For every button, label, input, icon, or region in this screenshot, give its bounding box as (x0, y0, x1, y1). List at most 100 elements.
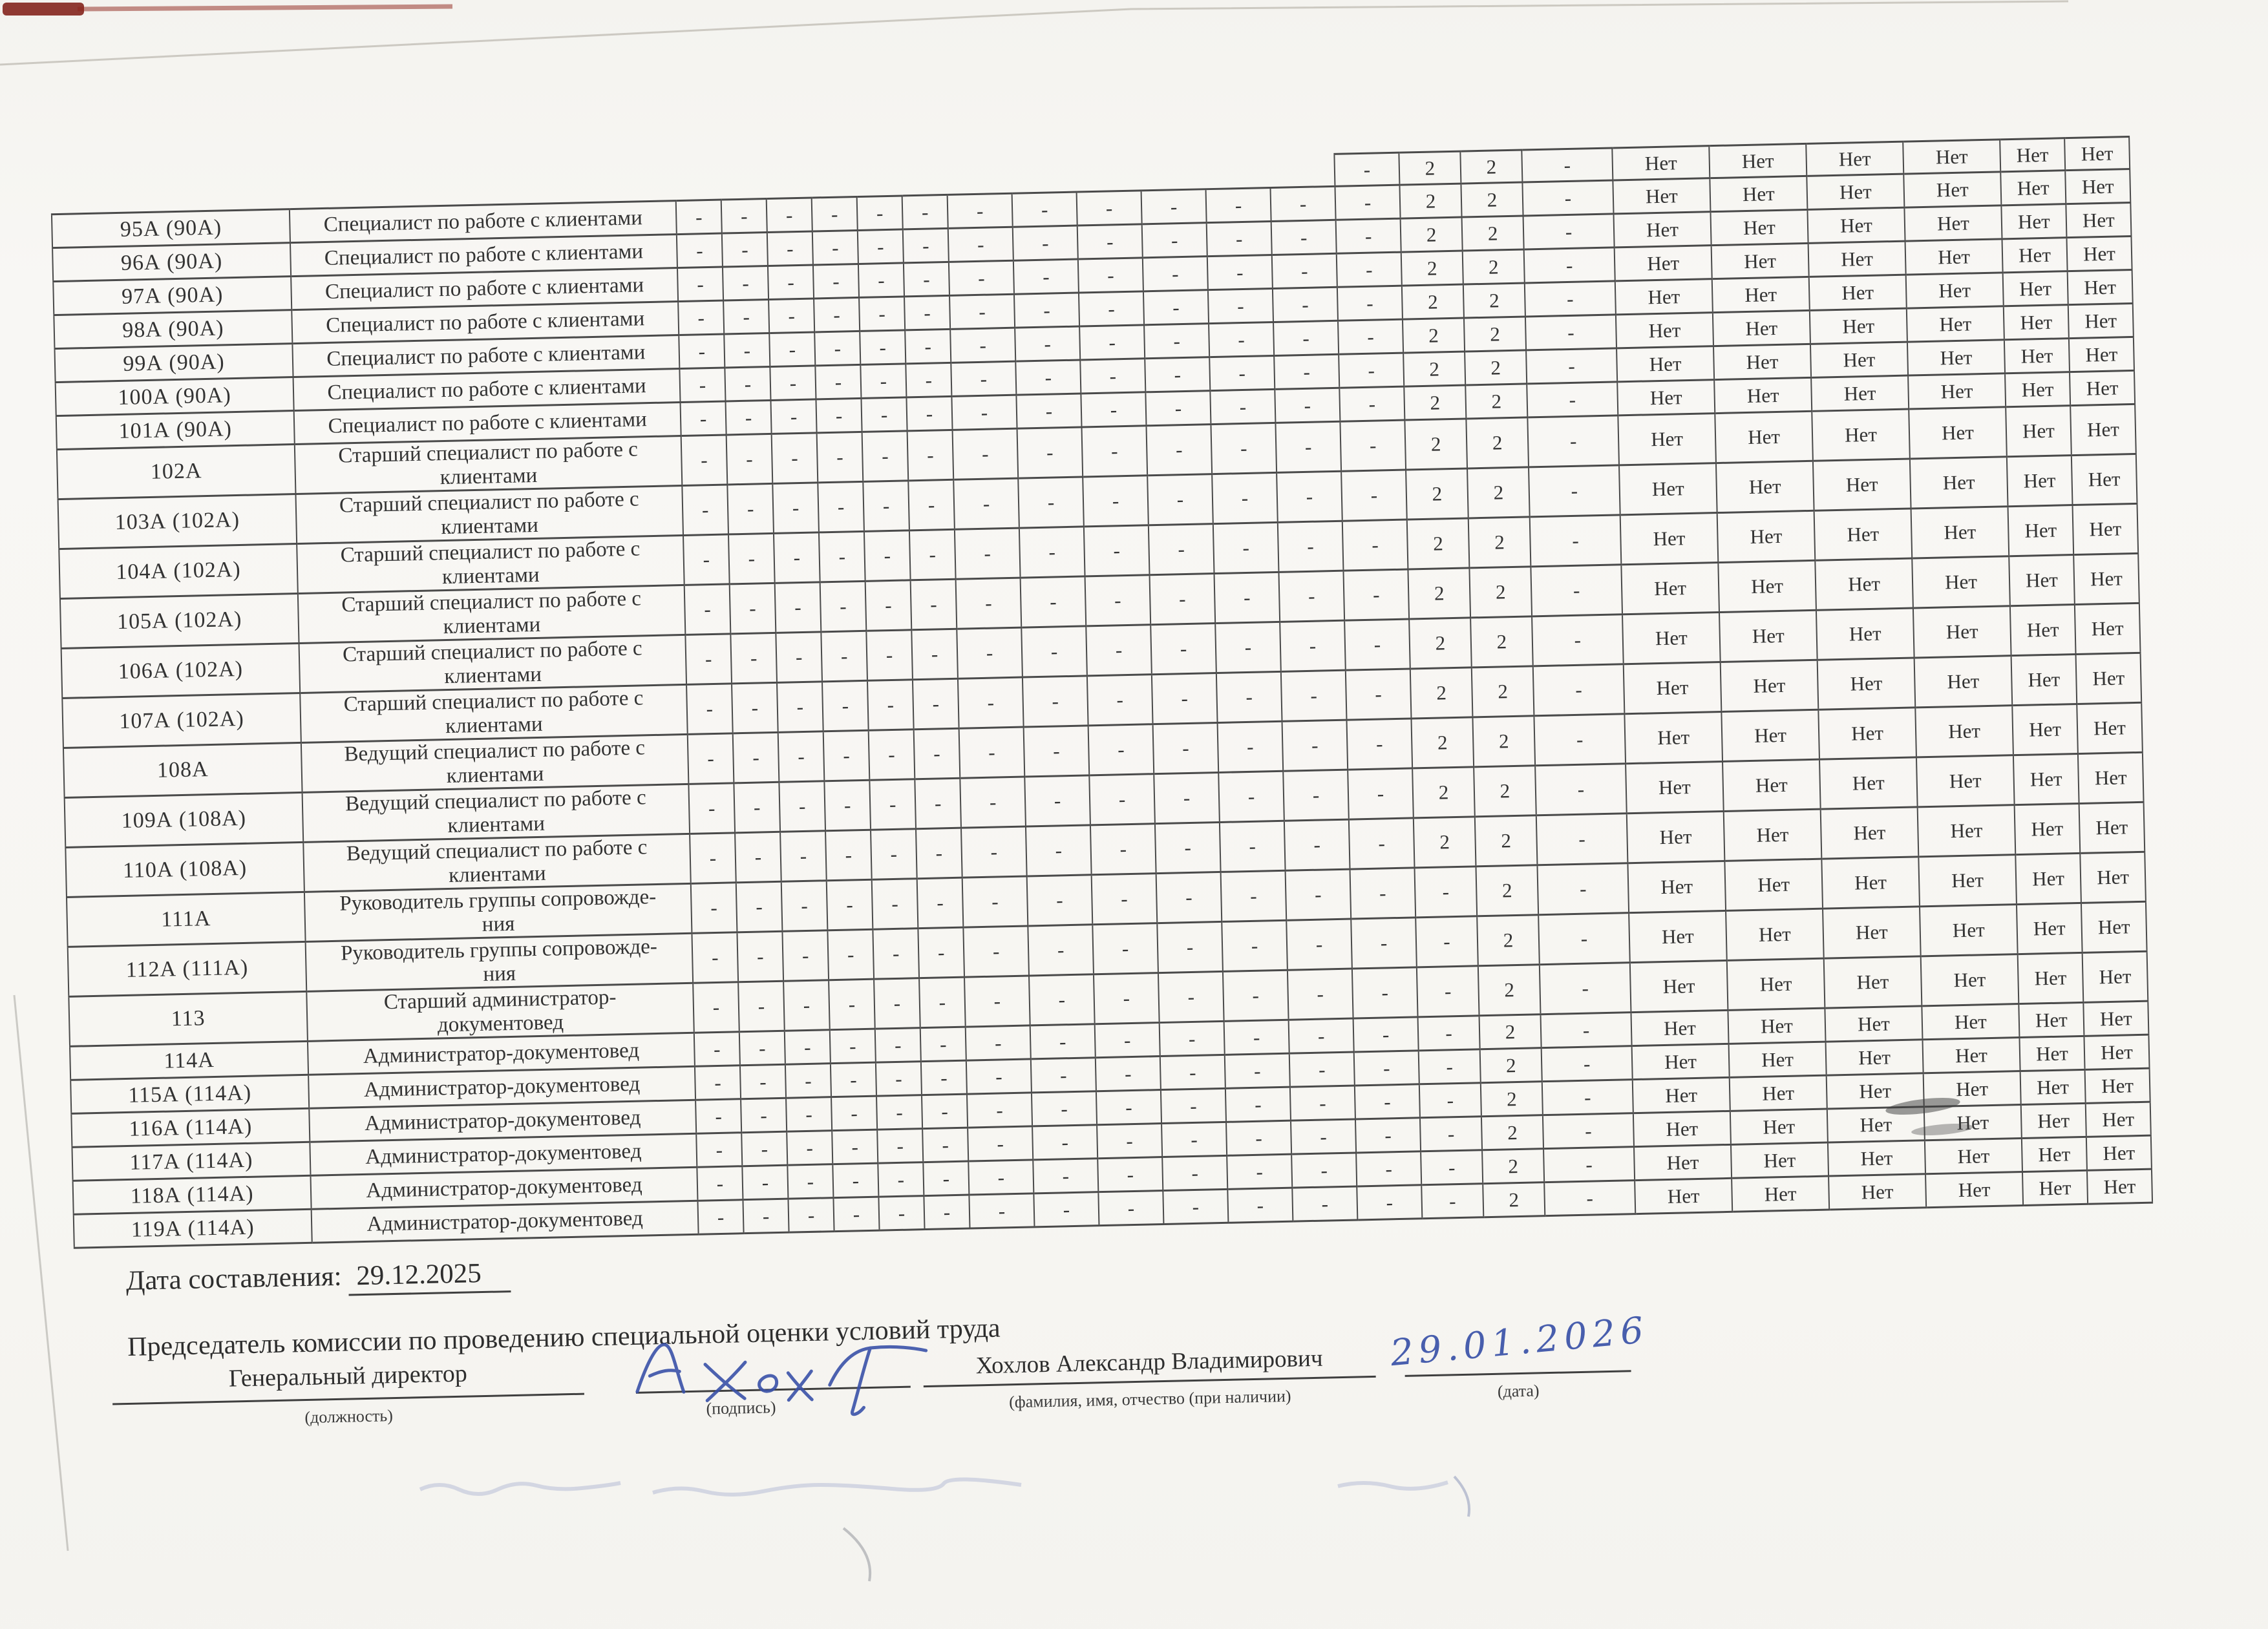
value-cell: - (962, 876, 1028, 927)
value-cell: - (953, 478, 1019, 529)
value-cell: - (677, 233, 723, 268)
value-cell: - (1150, 624, 1216, 675)
value-cell: Нет (2001, 204, 2066, 239)
value-cell: - (1523, 214, 1615, 249)
value-cell: - (1080, 359, 1145, 394)
value-cell: - (1079, 291, 1144, 326)
value-cell: Нет (1712, 243, 1809, 279)
value-cell: - (1209, 322, 1274, 357)
value-cell: - (1544, 1181, 1635, 1216)
value-cell: - (1156, 872, 1222, 923)
value-cell: Нет (1722, 759, 1821, 811)
value-cell: Нет (2003, 271, 2068, 306)
value-cell: Нет (1920, 905, 2018, 956)
value-cell: Нет (2021, 1103, 2086, 1138)
value-cell: - (777, 682, 823, 733)
value-cell: - (1160, 1021, 1225, 1056)
value-cell: - (948, 193, 1013, 228)
value-cell: - (1543, 1113, 1634, 1149)
value-cell: Нет (2086, 1102, 2151, 1137)
value-cell: - (1143, 257, 1208, 291)
value-cell: - (911, 629, 958, 680)
value-cell: - (966, 1025, 1031, 1060)
value-cell: 2 (1409, 618, 1472, 669)
value-cell: Нет (2017, 903, 2083, 954)
value-cell: Нет (2005, 372, 2070, 407)
value-cell: - (1419, 1083, 1481, 1118)
value-cell: Нет (2020, 1069, 2086, 1104)
value-cell (902, 162, 948, 196)
value-cell: - (1031, 1058, 1096, 1093)
value-cell: - (1351, 918, 1417, 969)
value-cell: - (1033, 1192, 1099, 1227)
row-number-cell: 116А (114А) (71, 1108, 310, 1147)
value-cell: 2 (1477, 915, 1540, 966)
value-cell: - (1337, 252, 1402, 287)
value-cell: - (788, 1198, 834, 1233)
row-number-cell (51, 177, 290, 215)
value-cell: 2 (1465, 350, 1527, 385)
value-cell: - (1149, 524, 1214, 575)
value-cell: - (677, 267, 723, 302)
value-cell: - (818, 481, 864, 532)
value-cell: Нет (2000, 171, 2066, 205)
value-cell: 2 (1399, 151, 1461, 185)
value-cell: Нет (1624, 662, 1722, 714)
value-cell: 2 (1399, 184, 1461, 218)
value-cell: - (1419, 1049, 1481, 1084)
value-cell: Нет (1819, 757, 1918, 809)
value-cell: Нет (2076, 653, 2142, 704)
value-cell: - (821, 631, 867, 682)
value-cell: - (1222, 920, 1288, 971)
value-cell: - (1153, 723, 1219, 774)
value-cell: - (1536, 814, 1628, 865)
value-cell: - (1341, 470, 1407, 521)
value-cell: - (832, 1163, 878, 1198)
value-cell: Нет (1718, 560, 1816, 612)
value-cell: Нет (2022, 1170, 2088, 1205)
value-cell: - (1077, 191, 1142, 226)
value-cell: 2 (1466, 417, 1529, 468)
value-cell: - (1097, 1124, 1162, 1159)
value-cell: - (950, 328, 1015, 363)
value-cell: - (724, 333, 770, 368)
value-cell: - (951, 361, 1016, 396)
value-cell: - (770, 366, 816, 401)
value-cell: Нет (1821, 807, 1919, 859)
value-cell: Нет (1712, 277, 1810, 312)
job-title-cell: Старший администратор- документовед (306, 983, 694, 1041)
value-cell: - (742, 1165, 788, 1200)
value-cell: - (781, 881, 828, 932)
value-cell: - (1355, 1118, 1421, 1153)
value-cell: - (858, 263, 904, 298)
value-cell: - (770, 399, 816, 434)
value-cell: - (1272, 253, 1337, 288)
value-cell: - (1278, 521, 1344, 572)
value-cell: - (953, 428, 1019, 479)
value-cell: Нет (1730, 1075, 1827, 1111)
value-cell: - (1096, 1090, 1161, 1125)
value-cell: - (1083, 476, 1149, 527)
position-field: Генеральный директор (112, 1357, 584, 1405)
value-cell: - (1163, 1189, 1228, 1224)
value-cell: - (1145, 391, 1211, 426)
value-cell: - (782, 930, 829, 982)
value-cell: - (1281, 670, 1347, 721)
row-number-cell: 108А (63, 742, 302, 797)
value-cell: Нет (1908, 373, 2006, 409)
value-cell: - (768, 265, 814, 300)
value-cell: - (1154, 772, 1220, 823)
value-cell: Нет (1616, 313, 1713, 348)
value-cell: - (1026, 825, 1092, 876)
value-cell: - (1024, 726, 1090, 777)
value-cell: - (1218, 721, 1284, 772)
row-number-cell: 96А (90А) (52, 243, 291, 282)
value-cell: - (775, 582, 821, 633)
value-cell: Нет (2084, 1035, 2149, 1069)
value-cell: Нет (1811, 375, 1909, 411)
value-cell: - (1227, 1154, 1292, 1189)
value-cell: - (1346, 719, 1412, 770)
value-cell: 2 (1464, 317, 1526, 352)
value-cell: - (875, 1028, 921, 1063)
